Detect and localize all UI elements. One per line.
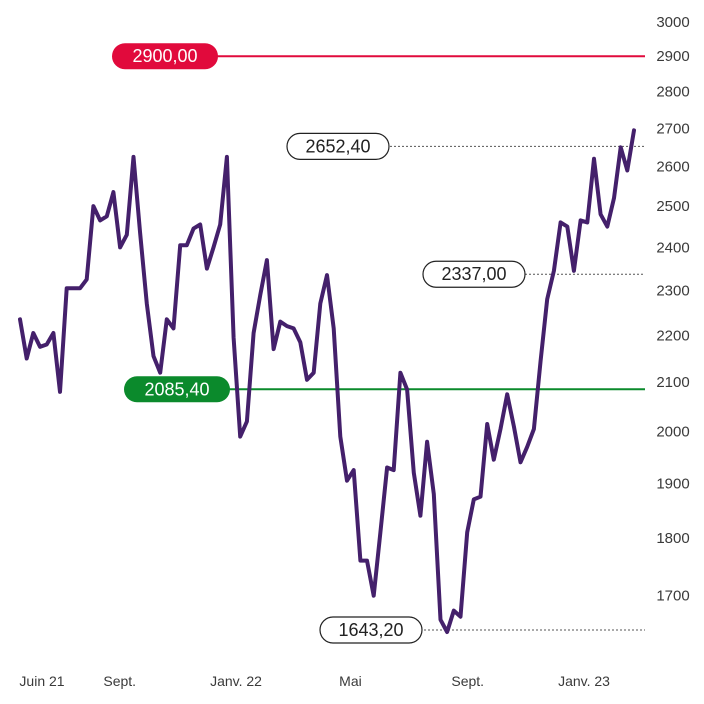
x-tick-label: Janv. 23 [558, 673, 610, 689]
y-tick-label: 1700 [656, 588, 689, 605]
y-axis-ticks: 3000 2900 2800 2700 2600 2500 2400 2300 2200 2100… [656, 14, 689, 605]
point-label-text: 1643,20 [338, 620, 403, 640]
resistance-label-text: 2900,00 [132, 46, 197, 66]
y-tick-label: 2400 [656, 239, 689, 256]
support-label-text: 2085,40 [144, 379, 209, 399]
x-tick-label: Juin 21 [19, 673, 64, 689]
support-label: 2085,40 [124, 376, 230, 403]
y-tick-label: 3000 [656, 14, 689, 31]
point-label-2652: 2652,40 [286, 132, 390, 160]
y-tick-label: 2900 [656, 48, 689, 65]
x-tick-label: Sept. [103, 673, 136, 689]
point-label-2337: 2337,00 [422, 260, 526, 288]
y-tick-label: 2800 [656, 84, 689, 101]
y-tick-label: 1800 [656, 530, 689, 547]
y-tick-label: 2500 [656, 198, 689, 215]
value-guide-lines [390, 145, 645, 631]
y-tick-label: 2300 [656, 282, 689, 299]
y-tick-label: 2700 [656, 120, 689, 137]
x-tick-label: Mai [339, 673, 362, 689]
point-label-text: 2337,00 [441, 264, 506, 284]
point-label-text: 2652,40 [305, 136, 370, 156]
resistance-label: 2900,00 [112, 43, 218, 70]
price-series-line [18, 128, 636, 634]
x-tick-label: Janv. 22 [210, 673, 262, 689]
y-tick-label: 2600 [656, 159, 689, 176]
x-tick-label: Sept. [451, 673, 484, 689]
y-tick-label: 2200 [656, 327, 689, 344]
y-tick-label: 1900 [656, 475, 689, 492]
y-tick-label: 2000 [656, 424, 689, 441]
y-tick-label: 2100 [656, 374, 689, 391]
x-axis-ticks: Juin 21 Sept. Janv. 22 Mai Sept. Janv. 23 [19, 673, 610, 689]
point-label-1643: 1643,20 [319, 616, 423, 644]
